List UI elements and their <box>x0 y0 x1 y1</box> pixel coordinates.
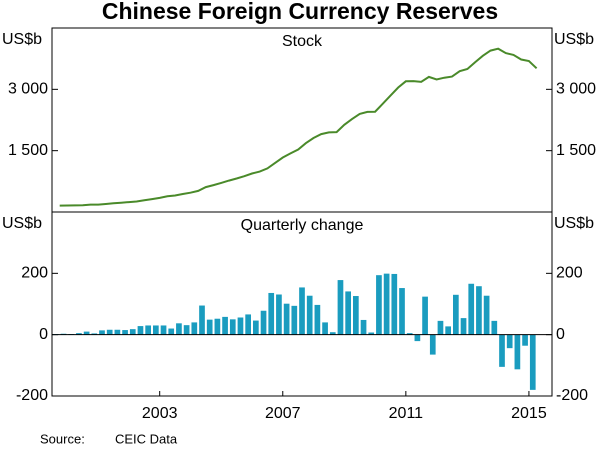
bar <box>83 331 90 335</box>
bar <box>314 304 321 335</box>
bar <box>176 323 182 335</box>
bar <box>122 330 128 335</box>
bar <box>291 305 298 335</box>
bar <box>468 283 475 335</box>
bar <box>483 295 490 335</box>
bar <box>329 332 336 335</box>
bar <box>199 305 205 335</box>
bar <box>160 325 167 335</box>
bar <box>229 319 236 335</box>
y2-tick-label: 0 <box>556 326 565 343</box>
bar <box>276 294 282 335</box>
bar <box>114 329 121 335</box>
bar <box>476 286 482 335</box>
panel-frame <box>51 211 553 397</box>
bar <box>245 314 251 335</box>
bar <box>460 318 467 335</box>
bar <box>368 332 375 335</box>
y-tick-label: 0 <box>39 326 48 343</box>
bar <box>253 320 259 335</box>
bar <box>437 320 444 335</box>
panel-frame <box>51 27 553 213</box>
bar <box>129 329 136 335</box>
bar <box>268 292 275 335</box>
panel-title: Stock <box>282 33 323 50</box>
bar <box>499 334 505 367</box>
panel-title: Quarterly change <box>241 217 364 234</box>
bar <box>529 334 536 390</box>
bar <box>322 322 328 335</box>
bar <box>237 317 244 335</box>
bar <box>376 275 382 335</box>
bar <box>137 326 144 335</box>
y-tick-label: 3 000 <box>8 81 48 98</box>
bar <box>183 325 190 335</box>
bar <box>145 325 151 335</box>
chart-title: Chinese Foreign Currency Reserves <box>102 0 498 24</box>
bar <box>214 318 221 335</box>
bar <box>399 288 405 335</box>
bar <box>299 287 305 335</box>
y-tick-label: -200 <box>16 387 48 404</box>
bar <box>191 322 198 335</box>
y2-tick-label: -200 <box>556 387 588 404</box>
bar <box>445 326 451 335</box>
bar <box>422 296 428 335</box>
bar <box>383 273 390 335</box>
x-tick-label: 2003 <box>142 405 178 422</box>
bar <box>76 333 82 335</box>
y2-tick-label: 3 000 <box>556 81 596 98</box>
bar <box>222 316 228 335</box>
y-tick-label: 1 500 <box>8 142 48 159</box>
x-tick-label: 2007 <box>265 405 301 422</box>
bar <box>360 319 367 335</box>
bar <box>522 334 528 346</box>
bar <box>168 328 175 335</box>
source-label: Source: <box>40 431 85 446</box>
bar <box>353 296 359 335</box>
x-tick-label: 2011 <box>389 405 424 422</box>
bar <box>429 334 436 355</box>
bar <box>506 334 513 349</box>
x-tick-label: 2015 <box>511 405 547 422</box>
bar <box>106 329 113 335</box>
bar <box>306 295 313 335</box>
bar <box>491 320 498 335</box>
bar <box>453 294 459 335</box>
y2-tick-label: 1 500 <box>556 142 596 159</box>
bar <box>153 325 159 335</box>
bar <box>391 273 398 335</box>
source: CEIC Data <box>115 431 178 446</box>
bar <box>345 291 351 335</box>
bar <box>406 333 413 335</box>
y2-tick-label: 200 <box>556 265 583 282</box>
bar <box>206 319 213 335</box>
bar <box>337 280 344 335</box>
bar <box>283 303 290 335</box>
y-unit-label: US$b <box>2 215 42 232</box>
bar <box>99 330 105 335</box>
bar <box>91 333 98 335</box>
bar <box>414 334 421 342</box>
data-line <box>59 47 538 207</box>
bar <box>260 310 267 335</box>
y-tick-label: 200 <box>21 265 48 282</box>
y-unit-label: US$b <box>2 31 42 48</box>
y2-unit-label: US$b <box>554 31 594 48</box>
y2-unit-label: US$b <box>554 215 594 232</box>
bar <box>514 334 521 370</box>
